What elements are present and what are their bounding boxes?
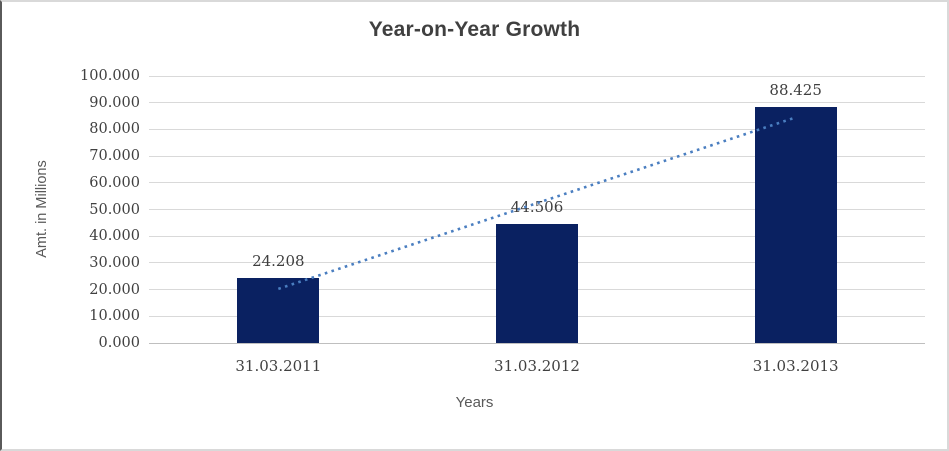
x-axis-line [149,342,925,344]
x-tick-label: 31.03.2012 [494,357,580,375]
y-tick-label: 50.000 [89,201,140,218]
y-tick-label: 60.000 [89,174,140,191]
bar [237,278,320,343]
gridline [149,102,925,104]
bar-value-label: 24.208 [252,252,305,271]
bar-value-label: 88.425 [769,80,822,99]
bar-value-label: 44.506 [510,198,564,217]
x-tick-label: 31.03.2011 [235,357,322,375]
y-tick-label: 20.000 [89,281,140,298]
bar [496,224,578,343]
y-tick-label: 90.000 [89,94,140,111]
y-tick-label: 0.000 [98,335,140,351]
gridline [149,75,925,77]
y-tick-label: 70.000 [89,148,140,165]
y-tick-label: 10.000 [89,308,140,325]
chart-title: Year-on-Year Growth [368,18,581,41]
y-tick-label: 100.000 [80,68,140,84]
y-tick-label: 80.000 [89,121,140,138]
x-axis-title: Years [455,394,494,411]
y-tick-label: 40.000 [89,228,140,245]
bar [754,106,837,343]
x-tick-label: 31.03.2013 [752,357,839,375]
y-tick-label: 30.000 [89,254,140,271]
